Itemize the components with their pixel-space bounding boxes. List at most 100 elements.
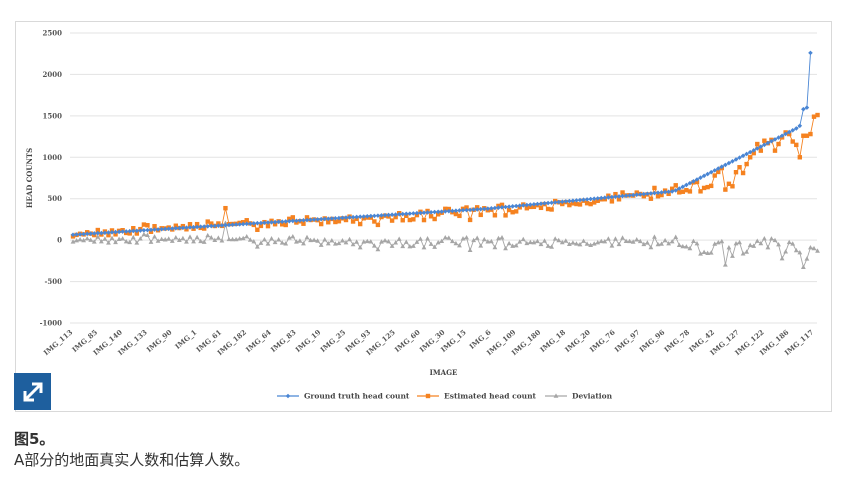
ground-series-line [72,52,811,236]
deviation-data-point [332,241,338,246]
deviation-data-point [166,236,172,241]
deviation-data-point [410,243,416,248]
ground-data-point [396,211,402,217]
ground-data-point [372,213,377,219]
deviation-data-point [141,231,147,237]
deviation-data-point [761,235,767,241]
ground-data-point [627,193,632,198]
ground-data-point [393,212,398,217]
deviation-data-point [77,236,83,242]
ground-data-point [474,207,480,212]
ground-data-point [517,203,523,208]
deviation-data-point [520,236,526,242]
ground-data-point [510,204,515,209]
deviation-data-point [361,239,367,244]
ground-data-point [88,231,94,236]
deviation-data-point [389,243,395,248]
deviation-data-point [655,241,661,247]
ground-data-point [155,227,161,232]
deviation-data-point [460,236,466,241]
estimated-data-point [326,220,331,225]
ground-data-point [269,220,274,225]
ground-data-point [208,223,214,229]
ground-data-point [623,193,629,199]
ground-data-point [535,201,540,207]
estimated-data-point [652,185,657,191]
deviation-data-point [233,236,239,242]
deviation-data-point [120,236,126,241]
estimated-data-point [701,185,707,191]
ground-data-point [81,231,86,237]
estimated-data-point [131,226,136,231]
estimated-data-point [499,202,505,208]
ground-data-point [676,186,682,191]
deviation-data-point [180,235,186,241]
ground-data-point [123,229,129,234]
estimated-data-point [804,133,810,138]
ground-data-point [567,198,572,204]
ground-data-point [169,226,175,231]
ground-data-point [233,222,239,227]
deviation-data-point [464,234,469,240]
deviation-data-point [414,239,420,244]
estimated-data-point [616,197,622,202]
deviation-data-point [113,239,118,245]
deviation-data-point [219,238,225,243]
deviation-data-point [304,234,310,240]
expand-figure-button[interactable] [14,373,51,410]
deviation-data-point [194,234,200,240]
estimated-data-point [510,210,515,215]
y-tick-label: 2000 [43,70,63,79]
deviation-data-point [588,242,594,247]
ground-data-point [240,221,246,227]
deviation-data-point [492,244,498,250]
ground-data-point [570,198,576,204]
estimated-data-point [673,183,678,188]
ground-data-point [173,225,179,231]
deviation-data-point [701,249,707,255]
estimated-data-point [794,142,799,148]
estimated-data-point [815,112,820,118]
deviation-data-point [81,237,87,243]
caption-title: 图5。 [14,430,55,448]
estimated-data-point [503,213,508,218]
ground-data-point [637,192,643,197]
deviation-data-point [488,238,494,244]
estimated-data-point [708,183,714,189]
ground-data-point [733,157,739,162]
estimated-data-point [790,139,795,144]
ground-data-point [793,126,799,131]
ground-data-point [70,232,76,238]
deviation-data-point [797,249,803,255]
estimated-data-point [776,141,781,147]
deviation-data-point [258,240,264,245]
estimated-data-point [205,219,210,224]
deviation-data-point [712,241,718,246]
estimated-data-point [375,222,381,228]
ground-data-point [744,151,749,157]
ground-data-point [545,200,551,206]
legend-deviation-label: Deviation [572,392,613,401]
deviation-data-point [584,241,590,246]
ground-data-point [184,225,189,230]
ground-data-point [538,201,544,206]
estimated-data-point [134,231,140,236]
estimated-data-point [287,216,292,222]
ground-data-point [652,190,657,196]
deviation-data-point [357,244,363,250]
x-tick-label: IMG_25 [318,328,347,354]
ground-data-point [772,137,778,142]
ground-data-point [439,209,445,214]
deviation-data-point [155,238,161,243]
ground-data-point [201,224,207,229]
ground-data-point [166,226,172,232]
ground-data-point [776,135,781,140]
deviation-data-point [421,244,427,250]
deviation-data-point [793,247,799,253]
ground-data-point [520,203,526,208]
estimated-data-point [613,191,618,197]
estimated-data-point [357,221,363,227]
ground-data-point [630,192,636,198]
estimated-data-point [95,227,101,233]
deviation-data-point [74,237,79,243]
